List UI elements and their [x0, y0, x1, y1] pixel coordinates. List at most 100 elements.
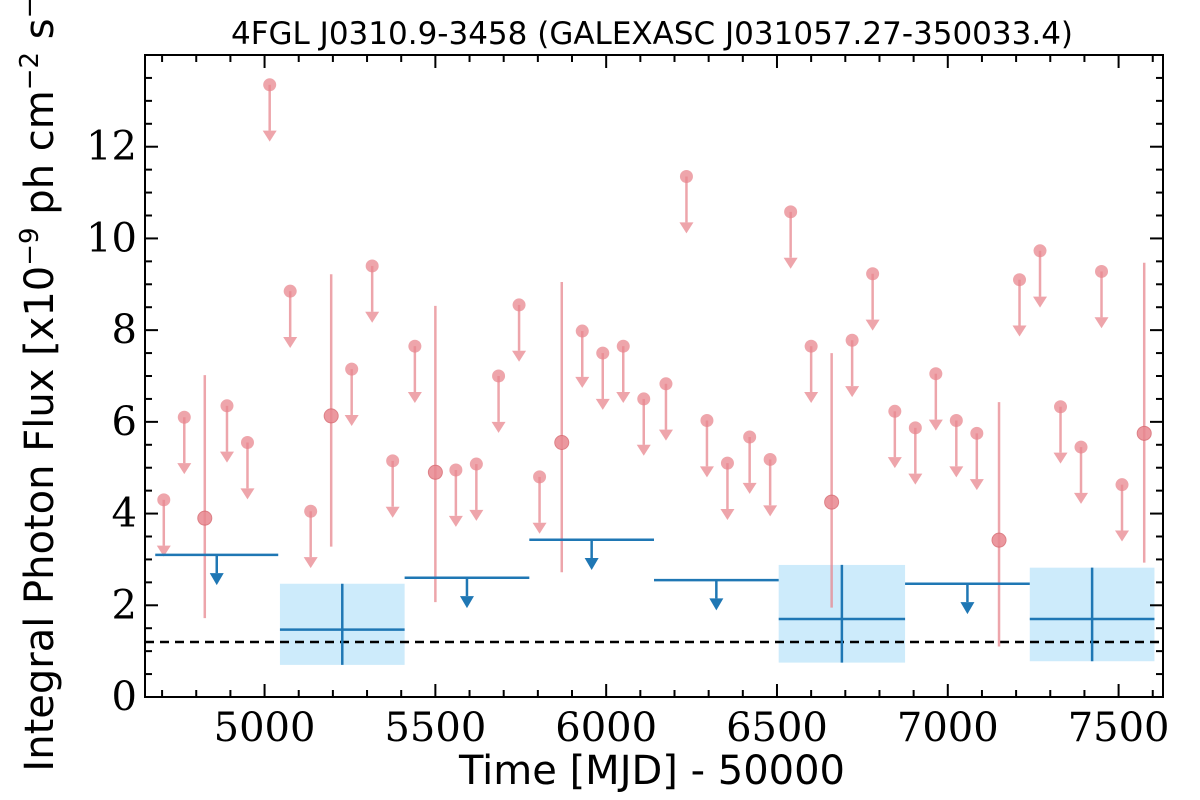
upper-limit-arrowhead	[887, 457, 902, 469]
y-tick-label: 12	[86, 124, 137, 170]
long-bin-ul-arrowhead	[709, 598, 724, 611]
long-bin-ul-arrowhead	[459, 596, 474, 609]
upper-limit-marker	[408, 339, 422, 353]
upper-limit-marker	[616, 339, 630, 353]
upper-limit-arrowhead	[469, 509, 484, 521]
y-tick-labels: 0 2 4 6 8 10 12	[86, 124, 137, 720]
upper-limit-arrowhead	[949, 466, 964, 478]
upper-limit-marker	[1054, 400, 1068, 414]
upper-limit-marker	[365, 259, 379, 273]
upper-limit-marker	[533, 470, 547, 484]
y-label-prefix: Integral Photon Flux [x10	[17, 266, 63, 772]
upper-limit-arrowhead	[344, 414, 359, 426]
y-tick-label: 6	[112, 399, 137, 445]
upper-limit-marker	[866, 267, 880, 281]
upper-limit-marker	[929, 367, 943, 381]
upper-limit-marker	[240, 435, 254, 449]
upper-limit-marker	[449, 463, 463, 477]
upper-limit-arrowhead	[448, 515, 463, 527]
upper-limit-marker	[492, 369, 506, 383]
y-tick-label: 4	[112, 491, 137, 537]
upper-limit-marker	[512, 298, 526, 312]
upper-limit-arrowhead	[928, 419, 943, 431]
upper-limit-marker	[263, 78, 277, 92]
upper-limit-arrowhead	[1074, 492, 1089, 504]
upper-limit-arrowhead	[1033, 296, 1048, 308]
upper-limit-arrowhead	[219, 451, 234, 463]
upper-limit-arrowhead	[865, 319, 880, 331]
long-bin-ul-arrowhead	[584, 558, 599, 571]
y-label-mid2: s	[17, 18, 63, 52]
upper-limit-arrowhead	[1094, 317, 1109, 329]
upper-limit-marker	[220, 399, 234, 413]
upper-limit-marker	[659, 377, 673, 391]
x-axis-label: Time [MJD] - 50000	[458, 748, 845, 794]
upper-limit-arrowhead	[575, 376, 590, 388]
upper-limit-marker	[804, 339, 818, 353]
upper-limit-arrowhead	[1115, 530, 1130, 542]
data-point	[323, 408, 339, 424]
upper-limit-marker	[949, 413, 963, 427]
upper-limit-arrowhead	[385, 506, 400, 518]
upper-limit-arrowhead	[595, 398, 610, 410]
upper-limit-arrowhead	[699, 466, 714, 478]
x-tick-label: 5500	[384, 705, 486, 751]
upper-limit-arrowhead	[636, 444, 651, 456]
y-tick-label: 10	[86, 215, 137, 261]
upper-limit-marker	[177, 410, 191, 424]
y-label-exp2: −2	[15, 52, 45, 90]
upper-limit-marker	[345, 362, 359, 376]
upper-limit-arrowhead	[720, 508, 735, 520]
x-tick-label: 7500	[1068, 705, 1170, 751]
upper-limit-arrowhead	[908, 473, 923, 485]
upper-limit-arrowhead	[240, 488, 255, 500]
upper-limit-marker	[386, 454, 400, 468]
y-tick-label: 8	[112, 307, 137, 353]
upper-limit-arrowhead	[969, 479, 984, 491]
upper-limit-arrowhead	[742, 482, 757, 494]
upper-limit-arrowhead	[532, 522, 547, 534]
upper-limit-arrowhead	[156, 545, 171, 557]
upper-limit-arrowhead	[763, 505, 778, 517]
upper-limit-arrowhead	[365, 311, 380, 323]
x-tick-label: 7000	[897, 705, 999, 751]
upper-limit-marker	[596, 346, 610, 360]
long-bin-series	[155, 538, 1155, 665]
y-label-mid1: ph cm	[17, 90, 63, 227]
data-point	[427, 464, 443, 480]
upper-limit-arrowhead	[845, 386, 860, 398]
upper-limit-marker	[908, 421, 922, 435]
upper-limit-marker	[1074, 440, 1088, 454]
upper-limit-arrowhead	[262, 130, 277, 142]
x-tick-labels: 5000 5500 6000 6500 7000 7500	[214, 705, 1170, 751]
upper-limit-arrowhead	[407, 392, 422, 404]
upper-limit-marker	[700, 413, 714, 427]
upper-limit-marker	[720, 456, 734, 470]
data-point	[554, 434, 570, 450]
upper-limit-arrowhead	[303, 557, 318, 569]
upper-limit-marker	[970, 426, 984, 440]
upper-limit-marker	[1115, 478, 1129, 492]
upper-limit-arrowhead	[177, 463, 192, 475]
upper-limit-arrowhead	[616, 392, 631, 404]
upper-limit-marker	[763, 452, 777, 466]
upper-limit-marker	[845, 333, 859, 347]
y-tick-label: 0	[112, 674, 137, 720]
data-point	[991, 532, 1007, 548]
upper-limit-marker	[1033, 244, 1047, 258]
y-label-exp1: −9	[15, 227, 45, 265]
upper-limit-arrowhead	[283, 337, 298, 349]
upper-limit-arrowhead	[658, 429, 673, 441]
data-point	[824, 494, 840, 510]
upper-limit-marker	[157, 493, 171, 507]
long-bin-ul-arrowhead	[960, 602, 975, 615]
axis-ticks	[145, 54, 1163, 698]
data-point	[197, 510, 213, 526]
long-bin-ul-arrowhead	[209, 573, 224, 586]
upper-limit-marker	[469, 457, 483, 471]
upper-limit-arrowhead	[512, 350, 527, 362]
upper-limit-arrowhead	[1012, 325, 1027, 337]
x-tick-label: 5000	[214, 705, 316, 751]
upper-limit-arrowhead	[491, 421, 506, 433]
